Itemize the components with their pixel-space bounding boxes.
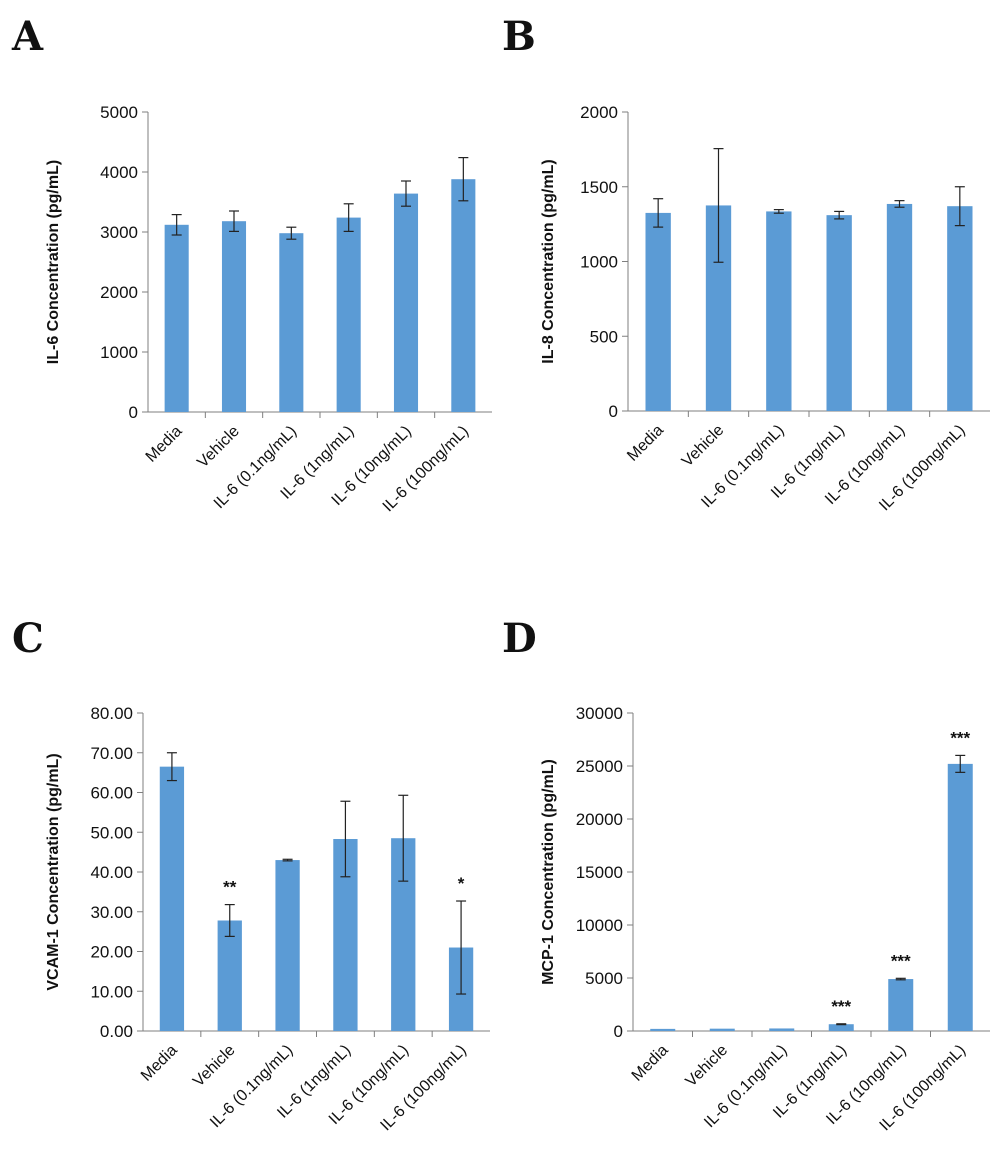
bar-3 <box>828 1024 854 1031</box>
bar-5 <box>947 206 973 411</box>
panel-letter-b: B <box>502 13 536 60</box>
bar-4 <box>393 193 419 412</box>
bar-1 <box>221 221 247 412</box>
category-label: Vehicle <box>190 1042 239 1091</box>
category-label: Vehicle <box>683 1042 732 1091</box>
bar-2 <box>766 211 792 411</box>
y-tick-label: 0 <box>609 402 618 421</box>
y-tick-label: 5000 <box>100 103 138 122</box>
chart-panel-d: 0 5000 10000 15000 20000 25000 30000 MCP-1 Conc… <box>540 704 990 1134</box>
panel-letter-d: D <box>502 615 537 662</box>
bar-0 <box>645 212 671 411</box>
bar-2 <box>769 1028 795 1031</box>
y-tick-label: 1000 <box>100 343 138 362</box>
y-tick-label: 0 <box>614 1022 623 1041</box>
y-tick-label: 30.00 <box>90 903 133 922</box>
y-tick-label: 50.00 <box>90 823 133 842</box>
y-tick-label: 0.00 <box>100 1022 133 1041</box>
y-tick-label: 0 <box>129 403 138 422</box>
y-tick-label: 10000 <box>576 916 623 935</box>
y-axis-title: VCAM-1 Concentration (pg/mL) <box>45 753 62 990</box>
significance-label: *** <box>891 951 911 970</box>
bar-0 <box>159 766 185 1031</box>
y-tick-label: 3000 <box>100 223 138 242</box>
category-label: Media <box>138 1042 181 1085</box>
y-tick-label: 60.00 <box>90 784 133 803</box>
significance-label: ** <box>223 878 237 897</box>
significance-label: *** <box>831 997 851 1016</box>
y-tick-label: 500 <box>590 327 618 346</box>
y-tick-label: 30000 <box>576 704 623 723</box>
y-tick-label: 10.00 <box>90 982 133 1001</box>
bar-5 <box>947 763 973 1031</box>
category-label: Media <box>143 423 186 466</box>
bar-5 <box>451 179 476 412</box>
panel-letter-c: C <box>12 615 44 662</box>
y-axis-title: IL-6 Concentration (pg/mL) <box>45 160 62 364</box>
y-axis-title: IL-8 Concentration (pg/mL) <box>540 159 557 363</box>
bar-2 <box>275 860 300 1031</box>
category-label: Media <box>624 422 667 465</box>
y-tick-label: 25000 <box>576 757 623 776</box>
significance-label: * <box>458 874 465 893</box>
y-tick-label: 15000 <box>576 863 623 882</box>
bar-2 <box>279 233 304 412</box>
y-axis-title: MCP-1 Concentration (pg/mL) <box>540 759 557 985</box>
bar-4 <box>888 979 914 1031</box>
category-label: Vehicle <box>679 422 728 471</box>
bar-3 <box>336 217 361 412</box>
category-label: Media <box>629 1042 672 1085</box>
y-tick-label: 20.00 <box>90 943 133 962</box>
y-tick-label: 2000 <box>100 283 138 302</box>
bar-3 <box>826 215 852 411</box>
bar-4 <box>886 203 913 411</box>
bar-0 <box>164 224 189 412</box>
y-tick-label: 4000 <box>100 163 138 182</box>
y-tick-label: 5000 <box>585 969 623 988</box>
y-tick-label: 2000 <box>580 103 618 122</box>
panel-letter-a: A <box>11 13 44 60</box>
y-tick-label: 20000 <box>576 810 623 829</box>
chart-panel-b: 0 500 1000 1500 2000 IL-8 Concentration (pg/m… <box>540 103 990 514</box>
y-tick-label: 40.00 <box>90 863 133 882</box>
y-tick-label: 80.00 <box>90 704 133 723</box>
chart-panel-a: 0 1000 2000 3000 4000 5000 IL-6 Concentration … <box>45 103 492 515</box>
bar-1 <box>709 1028 735 1031</box>
y-tick-label: 70.00 <box>90 744 133 763</box>
y-tick-label: 1500 <box>580 178 618 197</box>
chart-panel-c: 0.00 10.00 20.00 30.00 40.00 50.00 60.00 70.00 8… <box>45 704 490 1134</box>
y-tick-label: 1000 <box>580 253 618 272</box>
bar-0 <box>650 1028 676 1031</box>
category-label: Vehicle <box>194 423 243 472</box>
significance-label: *** <box>950 728 970 747</box>
bar-1 <box>217 920 242 1031</box>
